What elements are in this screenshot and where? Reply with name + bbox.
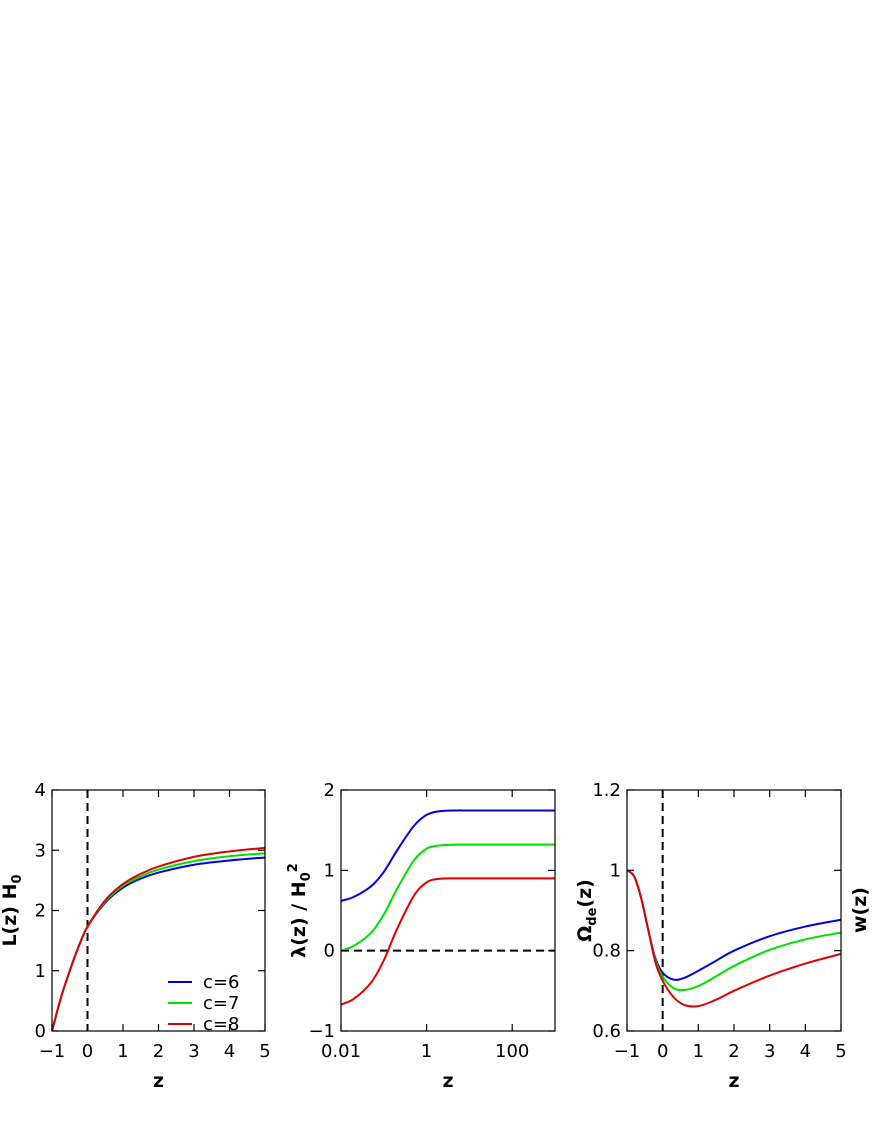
series-line-c6 — [340, 809, 555, 902]
y-tick-label: 0 — [324, 941, 335, 962]
y-tick-label: 0 — [35, 1021, 46, 1042]
series-line-c8 — [626, 869, 842, 1008]
y-axis-label-main: λ(z) / H — [288, 881, 310, 958]
y-axis-label-subscript: de — [585, 907, 600, 925]
y-tick-label: 0.8 — [592, 941, 621, 962]
x-tick-label: 2 — [153, 1041, 164, 1062]
legend-label-c8: c=8 — [203, 1014, 239, 1035]
x-tick-label: 3 — [188, 1041, 199, 1062]
y-tick-label: −1 — [308, 1021, 335, 1042]
y-tick-label: 0.6 — [592, 1021, 621, 1042]
series-line-c8 — [340, 877, 555, 1006]
y-tick-label: 1 — [610, 860, 621, 881]
y-axis-label-subscript: 0 — [10, 874, 25, 883]
y-tick-label: 1 — [324, 860, 335, 881]
y-axis-label: L(z) H0 — [0, 874, 25, 946]
x-axis-label: z — [153, 1070, 164, 1092]
y-tick-label: 2 — [35, 901, 46, 922]
x-tick-label: −1 — [39, 1041, 66, 1062]
y-axis-label: Ωde(z) — [574, 879, 600, 942]
x-tick-label: 5 — [259, 1041, 270, 1062]
legend-label-c6: c=6 — [203, 972, 239, 993]
legend-label-c7: c=7 — [203, 993, 239, 1014]
x-tick-label: 2 — [728, 1041, 739, 1062]
y-axis-label-w: w(z) — [849, 887, 871, 933]
x-axis-label: z — [442, 1070, 453, 1092]
x-tick-label: 1 — [117, 1041, 128, 1062]
y-axis-label: λ(z) / H02 — [286, 863, 314, 958]
y-axis-label-tail: (z) — [574, 879, 596, 907]
x-axis-label: z — [728, 1070, 739, 1092]
plot-frame — [626, 789, 842, 1032]
y-tick-label: 2 — [324, 780, 335, 801]
x-tick-label: 4 — [800, 1041, 811, 1062]
x-tick-label: 5 — [835, 1041, 846, 1062]
x-tick-label: 0 — [657, 1041, 668, 1062]
panel-omega-chart: −1 0 1 2 3 4 5 0.6 0.8 1 1.2 z Ωde(z) — [574, 780, 847, 1092]
y-axis-label-main: Ω — [574, 926, 596, 942]
x-tick-label: 0.01 — [321, 1041, 361, 1062]
y-tick-label: 1.2 — [592, 780, 621, 801]
y-axis-label-main: L(z) H — [0, 883, 21, 946]
series-line-c7 — [340, 843, 555, 952]
series-line-c8 — [51, 846, 266, 1032]
x-tick-label: 3 — [764, 1041, 775, 1062]
y-axis-label-superscript: 2 — [286, 863, 301, 872]
x-tick-label: 0 — [82, 1041, 93, 1062]
plot-frame — [340, 789, 556, 1032]
legend: c=6c=7c=8 — [168, 972, 239, 1035]
y-tick-label: 3 — [35, 840, 46, 861]
x-tick-label: 1 — [693, 1041, 704, 1062]
x-tick-label: 4 — [224, 1041, 235, 1062]
panel-w-chart-partial: w(z) — [849, 887, 871, 933]
y-tick-label: 1 — [35, 961, 46, 982]
x-tick-label: 100 — [495, 1041, 529, 1062]
y-tick-label: 4 — [35, 780, 46, 801]
y-axis-label-subscript: 0 — [299, 872, 314, 881]
x-tick-label: 1 — [421, 1041, 432, 1062]
x-tick-label: −1 — [614, 1041, 641, 1062]
